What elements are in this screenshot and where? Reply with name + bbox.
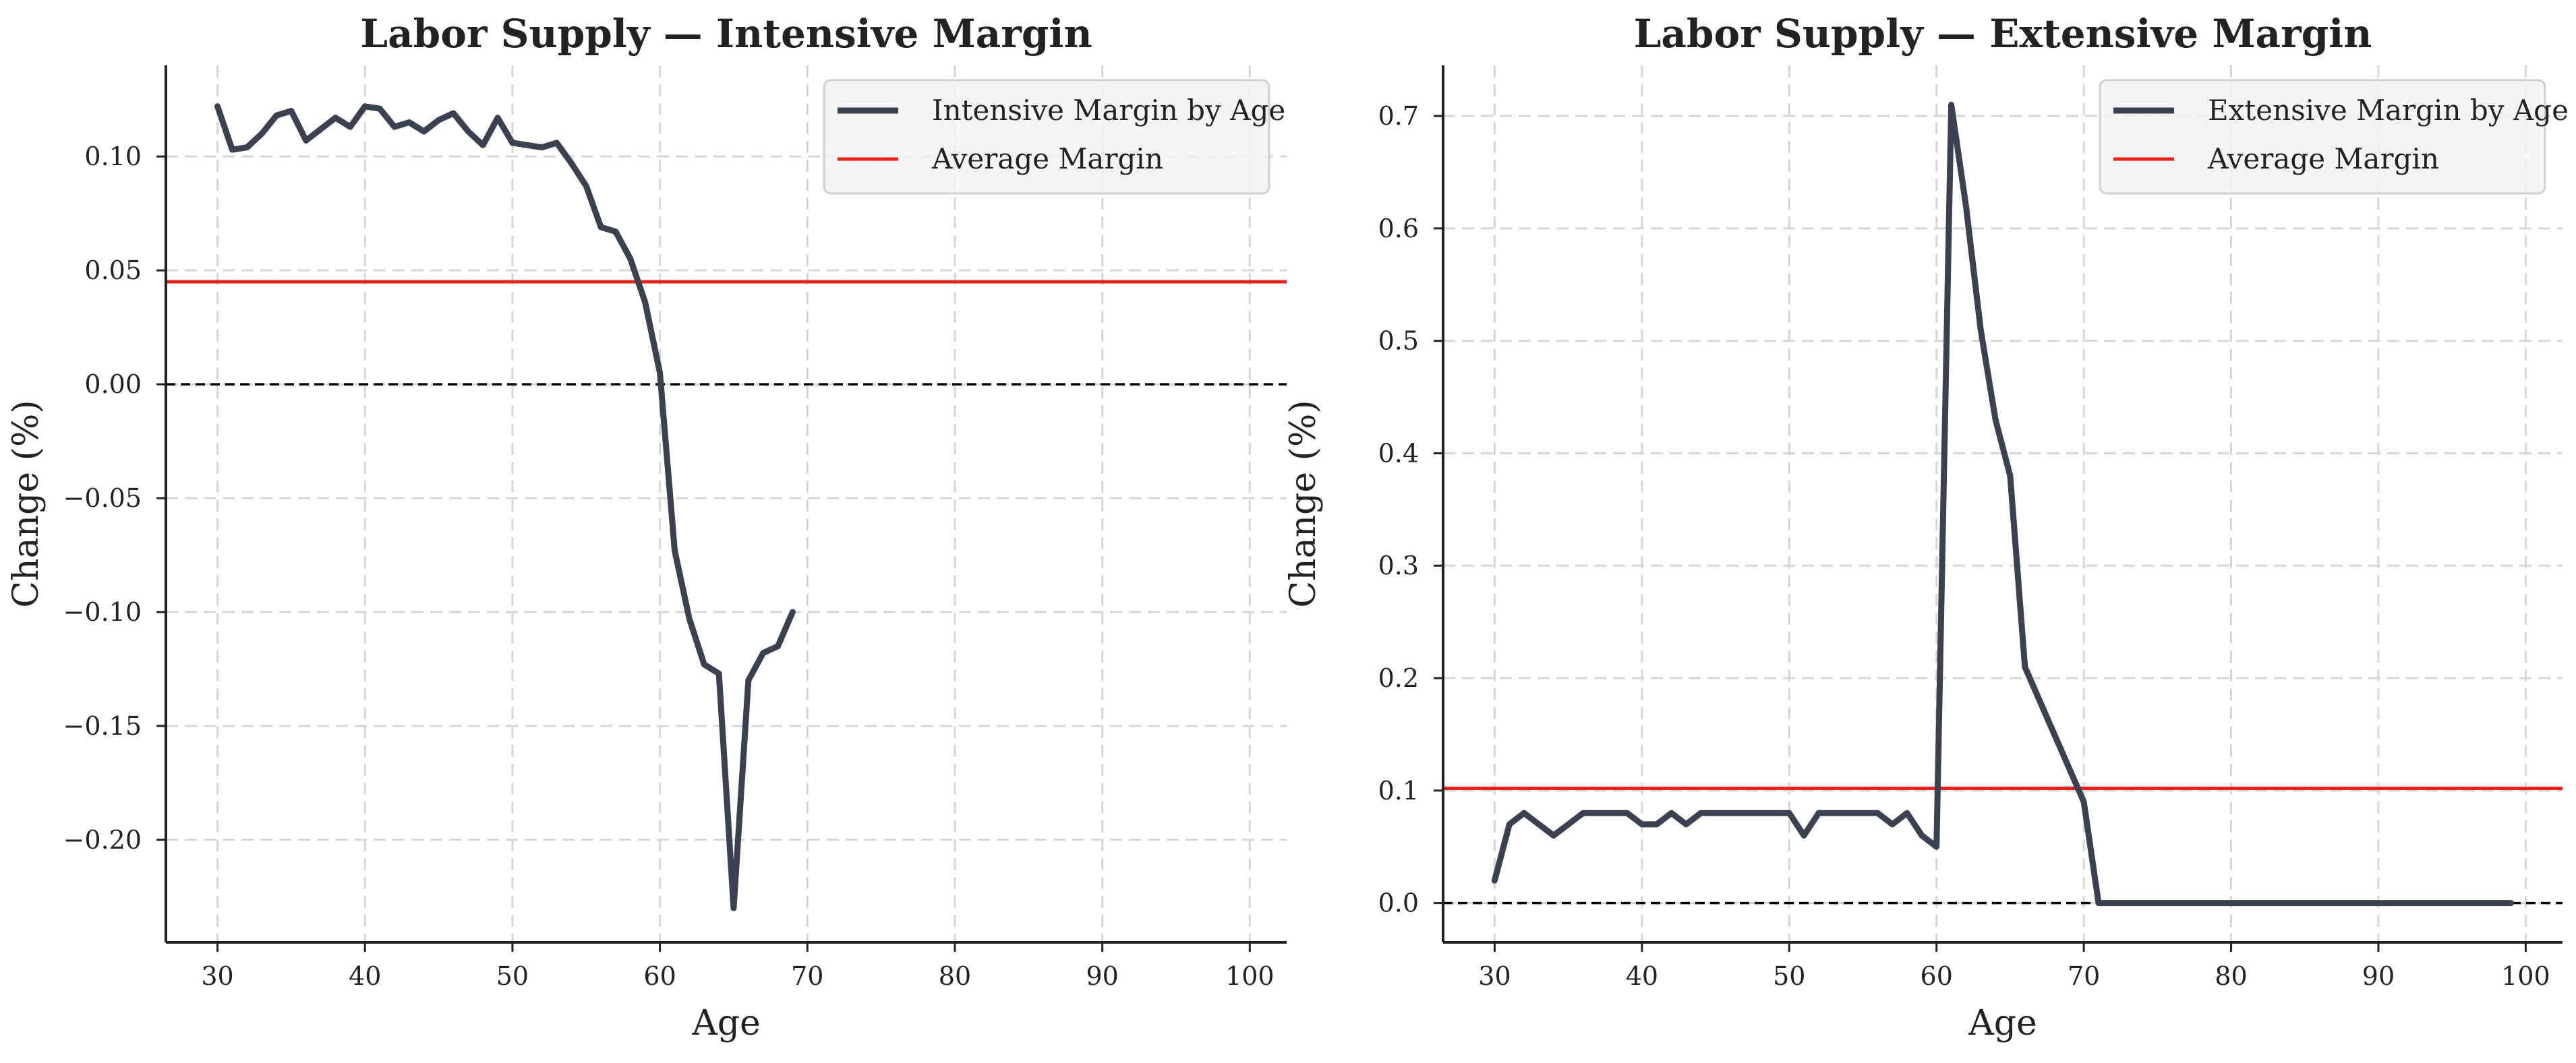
y-tick-label: 0.7 <box>1378 101 1419 131</box>
x-axis-label: Age <box>691 1003 761 1043</box>
y-tick-label: 0.10 <box>84 142 142 171</box>
legend-average-label: Average Margin <box>2207 142 2439 175</box>
x-tick-label: 30 <box>1478 961 1511 991</box>
legend: Extensive Margin by Age Average Margin <box>2099 79 2569 195</box>
x-tick-label: 60 <box>643 961 676 991</box>
y-axis-label: Change (%) <box>1283 400 1324 607</box>
x-tick-label: 30 <box>201 961 233 991</box>
y-tick-label: 0.0 <box>1378 888 1419 918</box>
series-line-1 <box>1491 101 2515 907</box>
legend-series-label: Intensive Margin by Age <box>932 94 1285 127</box>
legend: Intensive Margin by Age Average Margin <box>823 79 1285 195</box>
x-tick-label: 50 <box>1773 961 1805 991</box>
x-tick-label: 90 <box>1086 961 1118 991</box>
x-tick-label: 70 <box>791 961 823 991</box>
y-tick-label: −0.05 <box>63 483 142 513</box>
chart-panel-2: 30 40 50 60 70 80 90 100 0.0 0.1 0.2 0.3 0.4 0.5 0.6 0.… <box>1283 11 2569 1043</box>
y-tick-label: 0.1 <box>1378 776 1419 806</box>
x-tick-label: 90 <box>2362 961 2395 991</box>
legend-series-label: Extensive Margin by Age <box>2208 94 2569 127</box>
y-tick-label: −0.20 <box>63 825 142 855</box>
chart-title: Labor Supply — Intensive Margin <box>360 11 1092 57</box>
y-tick-label: 0.3 <box>1378 551 1419 580</box>
x-tick-label: 40 <box>1626 961 1658 991</box>
x-axis-label: Age <box>1968 1003 2037 1043</box>
x-tick-label: 40 <box>349 961 381 991</box>
chart-panel-1: 30 40 50 60 70 80 90 100 −0.20 −0.15 −0.10 −0.05 0.0… <box>6 11 1287 1043</box>
chart-title: Labor Supply — Extensive Margin <box>1634 11 2372 57</box>
x-tick-label: 80 <box>2215 961 2247 991</box>
x-tick-label: 100 <box>1225 961 1275 991</box>
x-tick-label: 50 <box>496 961 529 991</box>
legend-average-label: Average Margin <box>931 142 1163 175</box>
y-tick-label: 0.4 <box>1378 438 1419 468</box>
y-tick-label: 0.5 <box>1378 326 1419 356</box>
y-tick-label: −0.10 <box>63 597 142 627</box>
y-tick-label: 0.2 <box>1378 663 1419 693</box>
y-tick-label: 0.00 <box>84 369 142 399</box>
y-tick-label: 0.05 <box>84 255 142 285</box>
legend-box <box>823 79 1270 195</box>
x-tick-label: 80 <box>939 961 971 991</box>
x-tick-label: 100 <box>2501 961 2550 991</box>
legend-box <box>2099 79 2546 195</box>
y-tick-label: −0.15 <box>63 711 142 741</box>
y-tick-label: 0.6 <box>1378 214 1419 243</box>
x-tick-label: 70 <box>2068 961 2100 991</box>
y-axis-label: Change (%) <box>6 400 47 607</box>
x-tick-label: 60 <box>1921 961 1953 991</box>
series-line-1 <box>214 103 796 911</box>
